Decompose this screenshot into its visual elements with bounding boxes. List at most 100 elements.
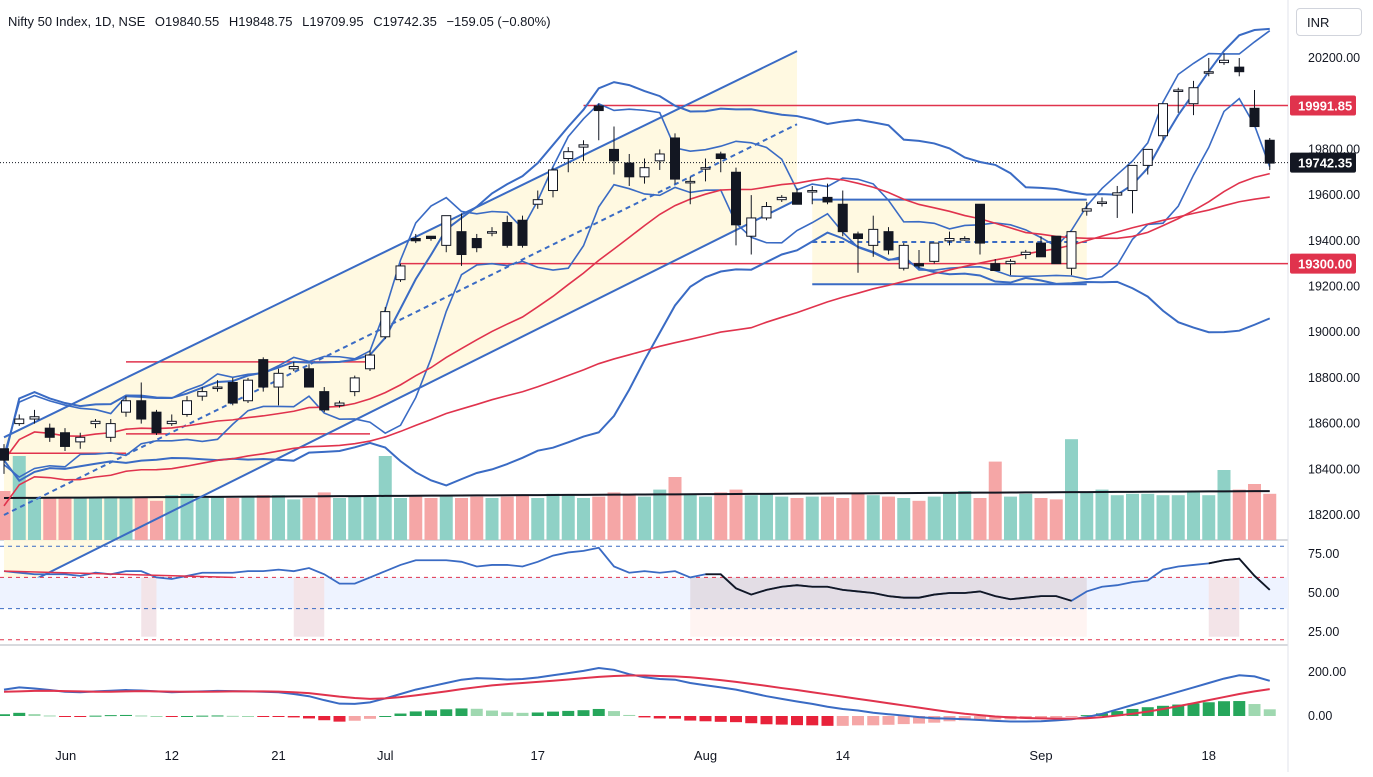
macd-histogram-bar — [43, 715, 56, 717]
volume-bar — [363, 495, 377, 540]
macd-histogram-bar — [867, 716, 880, 726]
volume-bar — [317, 492, 331, 540]
candle-body — [1142, 148, 1153, 166]
macd-histogram-bar — [364, 716, 376, 719]
candle-body — [1066, 231, 1077, 269]
macd-histogram-bar — [394, 713, 407, 716]
price-tick-label: 18800.00 — [1308, 371, 1360, 385]
volume-bar — [638, 496, 651, 540]
candle-body — [639, 167, 650, 178]
macd-tick-label: 0.00 — [1308, 709, 1332, 723]
candle-body — [532, 199, 543, 205]
price-label-text: 19742.35 — [1298, 156, 1352, 171]
macd-histogram-bar — [242, 716, 254, 717]
volume-bar — [256, 495, 270, 540]
price-label-text: 19300.00 — [1298, 257, 1352, 272]
candle-body — [761, 206, 772, 219]
volume-bar — [455, 498, 468, 540]
macd-histogram-bar — [379, 716, 392, 717]
candle-body — [898, 244, 909, 269]
macd-histogram-bar — [958, 716, 971, 721]
macd-histogram-bar — [74, 716, 87, 717]
candle-body — [121, 400, 131, 413]
volume-bar — [744, 495, 758, 540]
macd-histogram-bar — [120, 714, 132, 716]
macd-histogram-bar — [1126, 708, 1139, 716]
rsi-zone — [293, 577, 325, 637]
candle-body — [14, 418, 25, 425]
volume-bar — [134, 498, 148, 540]
candle-body — [959, 238, 970, 241]
candle-body — [60, 432, 70, 447]
rsi-line-highlight — [705, 573, 1072, 602]
candle-body — [792, 192, 802, 205]
macd-histogram-bar — [913, 716, 925, 724]
macd-histogram-bar — [1050, 716, 1063, 718]
volume-bar — [89, 498, 102, 540]
volume-bar — [1202, 495, 1216, 540]
volume-bar — [775, 496, 789, 540]
candle-body — [90, 420, 101, 425]
volume-bar — [165, 495, 179, 540]
candle-body — [441, 215, 452, 246]
candle-body — [670, 137, 680, 180]
candle-body — [105, 423, 116, 438]
bollinger-lower — [3, 231, 1271, 487]
change-value: −159.05 (−0.80%) — [446, 14, 551, 29]
macd-histogram-bar — [470, 708, 483, 716]
macd-histogram-bar — [562, 710, 575, 716]
macd-histogram-bar — [1172, 704, 1185, 716]
macd-histogram-bar — [1202, 702, 1215, 716]
macd-histogram-bar — [791, 716, 803, 726]
volume-bar — [516, 495, 529, 540]
candle-body — [380, 311, 391, 338]
symbol-legend: Nifty 50 Index, 1D, NSE O19840.55 H19848… — [8, 14, 557, 29]
macd-histogram-bar — [501, 712, 514, 716]
volume-bar — [653, 489, 667, 540]
macd-histogram-bar — [272, 716, 285, 717]
macd-histogram-bar — [821, 716, 834, 726]
volume-ma-line — [3, 490, 1270, 499]
macd-histogram-bar — [486, 710, 498, 716]
volume-bar — [897, 498, 911, 540]
candle-body — [334, 402, 345, 406]
macd-histogram-bar — [699, 716, 712, 722]
candle-body — [304, 368, 314, 388]
candle-body — [563, 151, 574, 160]
volume-bar — [958, 491, 972, 540]
volume-bar — [546, 493, 560, 540]
time-tick-label: 17 — [531, 748, 545, 763]
volume-bar — [73, 498, 87, 540]
macd-histogram-bar — [608, 711, 620, 716]
trend-channel-lower — [3, 198, 798, 596]
candle-body — [1081, 208, 1092, 212]
price-label-box — [1290, 253, 1356, 274]
macd-histogram-bar — [653, 716, 666, 719]
price-label-box — [1290, 152, 1356, 173]
macd-histogram-bar — [303, 716, 315, 719]
time-tick-label: 12 — [165, 748, 179, 763]
volume-bar — [1171, 495, 1185, 540]
candle-body — [975, 203, 985, 244]
candle-body — [487, 231, 497, 234]
candle-body — [776, 196, 787, 201]
currency-button[interactable]: INR — [1296, 8, 1362, 36]
candle-body — [609, 148, 619, 162]
volume-bar — [607, 492, 621, 540]
volume-bar — [43, 498, 57, 540]
macd-histogram-bar — [1157, 705, 1169, 716]
candle-body — [1127, 164, 1138, 192]
volume-bar — [851, 493, 865, 540]
price-tick-label: 19400.00 — [1308, 234, 1360, 248]
macd-histogram-bar — [531, 712, 544, 716]
macd-histogram-bar — [1218, 701, 1230, 716]
macd-histogram-bar — [989, 716, 1002, 720]
volume-bar — [272, 495, 285, 540]
volume-bar — [1126, 493, 1139, 540]
macd-histogram-bar — [638, 716, 651, 718]
price-label-box — [1290, 95, 1356, 116]
volume-bar — [424, 498, 438, 540]
volume-bar — [577, 498, 590, 540]
